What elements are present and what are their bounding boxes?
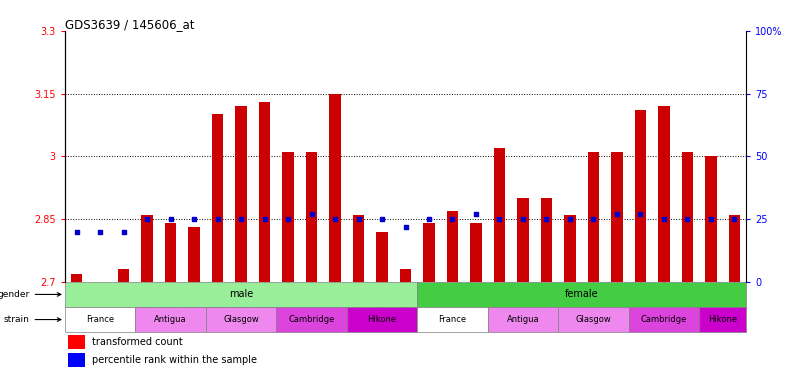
Bar — [118, 269, 130, 282]
Text: gender: gender — [0, 290, 61, 299]
Point — [352, 216, 365, 222]
Bar — [417, 282, 746, 307]
Bar — [634, 110, 646, 282]
Bar — [206, 307, 277, 332]
Bar — [212, 114, 224, 282]
Bar — [699, 307, 746, 332]
Point — [658, 216, 671, 222]
Point — [399, 223, 412, 230]
Text: female: female — [565, 290, 599, 300]
Bar — [259, 102, 270, 282]
Point — [564, 216, 577, 222]
Point — [117, 228, 130, 235]
Text: France: France — [439, 315, 466, 324]
Bar — [517, 198, 529, 282]
Bar — [423, 223, 435, 282]
Point — [681, 216, 694, 222]
Point — [517, 216, 530, 222]
Bar — [400, 269, 411, 282]
Point — [281, 216, 294, 222]
Bar — [470, 223, 482, 282]
Point — [305, 211, 318, 217]
Bar — [629, 307, 699, 332]
Bar — [347, 307, 417, 332]
Point — [234, 216, 247, 222]
Bar — [282, 152, 294, 282]
Bar — [68, 353, 85, 367]
Bar — [277, 307, 347, 332]
Point — [187, 216, 200, 222]
Text: male: male — [229, 290, 253, 300]
Point — [423, 216, 436, 222]
Text: France: France — [86, 315, 114, 324]
Bar — [188, 227, 200, 282]
Bar — [658, 106, 670, 282]
Bar — [417, 307, 487, 332]
Bar — [564, 215, 576, 282]
Text: strain: strain — [4, 315, 61, 324]
Point — [70, 228, 83, 235]
Text: Antigua: Antigua — [507, 315, 539, 324]
Text: Antigua: Antigua — [154, 315, 187, 324]
Text: Hikone: Hikone — [708, 315, 737, 324]
Text: percentile rank within the sample: percentile rank within the sample — [92, 355, 257, 365]
Bar — [306, 152, 317, 282]
Bar — [65, 307, 135, 332]
Text: Glasgow: Glasgow — [223, 315, 259, 324]
Point — [540, 216, 553, 222]
Point — [140, 216, 153, 222]
Bar — [587, 152, 599, 282]
Bar — [541, 198, 552, 282]
Text: transformed count: transformed count — [92, 337, 182, 347]
Point — [164, 216, 177, 222]
Bar — [705, 156, 717, 282]
Bar — [165, 223, 177, 282]
Bar — [494, 148, 505, 282]
Point — [328, 216, 341, 222]
Text: Cambridge: Cambridge — [289, 315, 335, 324]
Point — [705, 216, 718, 222]
Bar — [65, 282, 417, 307]
Point — [728, 216, 741, 222]
Point — [611, 211, 624, 217]
Point — [446, 216, 459, 222]
Bar — [71, 273, 83, 282]
Point — [587, 216, 600, 222]
Bar — [728, 215, 740, 282]
Bar — [135, 307, 206, 332]
Bar — [376, 232, 388, 282]
Bar — [611, 152, 623, 282]
Point — [93, 228, 106, 235]
Text: Cambridge: Cambridge — [641, 315, 687, 324]
Text: GDS3639 / 145606_at: GDS3639 / 145606_at — [65, 18, 195, 31]
Bar — [353, 215, 364, 282]
Point — [211, 216, 224, 222]
Bar — [487, 307, 558, 332]
Point — [258, 216, 271, 222]
Bar — [235, 106, 247, 282]
Bar — [141, 215, 153, 282]
Point — [470, 211, 483, 217]
Bar — [681, 152, 693, 282]
Text: Hikone: Hikone — [367, 315, 397, 324]
Text: Glasgow: Glasgow — [576, 315, 611, 324]
Point — [375, 216, 388, 222]
Point — [493, 216, 506, 222]
Bar — [558, 307, 629, 332]
Point — [634, 211, 647, 217]
Bar — [329, 94, 341, 282]
Bar — [68, 335, 85, 349]
Bar — [447, 211, 458, 282]
